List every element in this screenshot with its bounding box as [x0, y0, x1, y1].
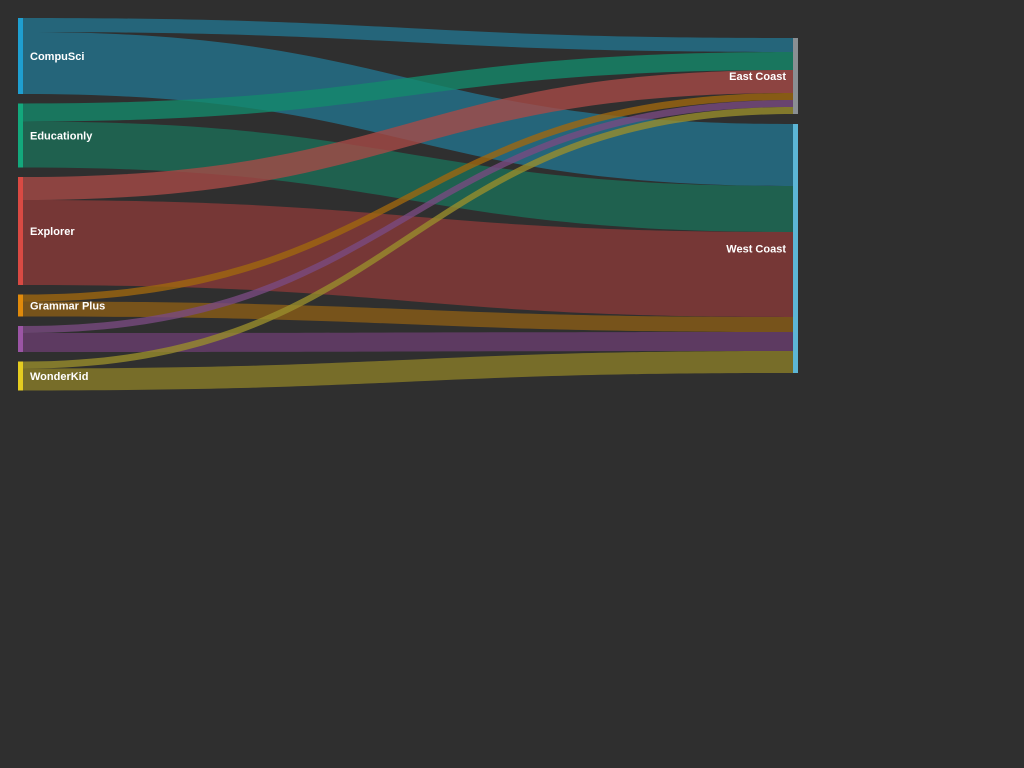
node-explorer[interactable]	[18, 177, 23, 285]
node-east[interactable]	[793, 38, 798, 114]
node-grammarplus[interactable]	[18, 294, 23, 317]
link-purple-to-east[interactable]	[23, 100, 793, 333]
label-educationly: Educationly	[30, 131, 93, 143]
labels-layer: CompuSci Educationly Explorer Grammar Plus W…	[30, 51, 786, 383]
label-east: East Coast	[729, 71, 786, 83]
node-educationly[interactable]	[18, 103, 23, 168]
link-purple-to-west[interactable]	[23, 332, 793, 352]
label-wonderkid: WonderKid	[30, 371, 88, 383]
node-compusci[interactable]	[18, 18, 23, 94]
link-grammarplus-to-east[interactable]	[23, 93, 793, 302]
label-west: West Coast	[726, 244, 786, 256]
node-west[interactable]	[793, 124, 798, 373]
label-explorer: Explorer	[30, 226, 75, 238]
node-purple[interactable]	[18, 326, 23, 352]
nodes-layer	[18, 18, 798, 391]
link-explorer-to-west[interactable]	[23, 200, 793, 317]
link-explorer-to-east[interactable]	[23, 70, 793, 200]
link-wonderkid-to-east[interactable]	[23, 107, 793, 369]
link-grammarplus-to-west[interactable]	[23, 301, 793, 333]
link-compusci-to-east[interactable]	[23, 18, 793, 52]
label-grammarplus: Grammar Plus	[30, 301, 105, 313]
links-layer	[23, 18, 793, 391]
link-compusci-to-west[interactable]	[23, 32, 793, 186]
link-educationly-to-west[interactable]	[23, 121, 793, 233]
link-wonderkid-to-west[interactable]	[23, 351, 793, 391]
label-compusci: CompuSci	[30, 51, 84, 63]
link-educationly-to-east[interactable]	[23, 52, 793, 122]
node-wonderkid[interactable]	[18, 361, 23, 391]
